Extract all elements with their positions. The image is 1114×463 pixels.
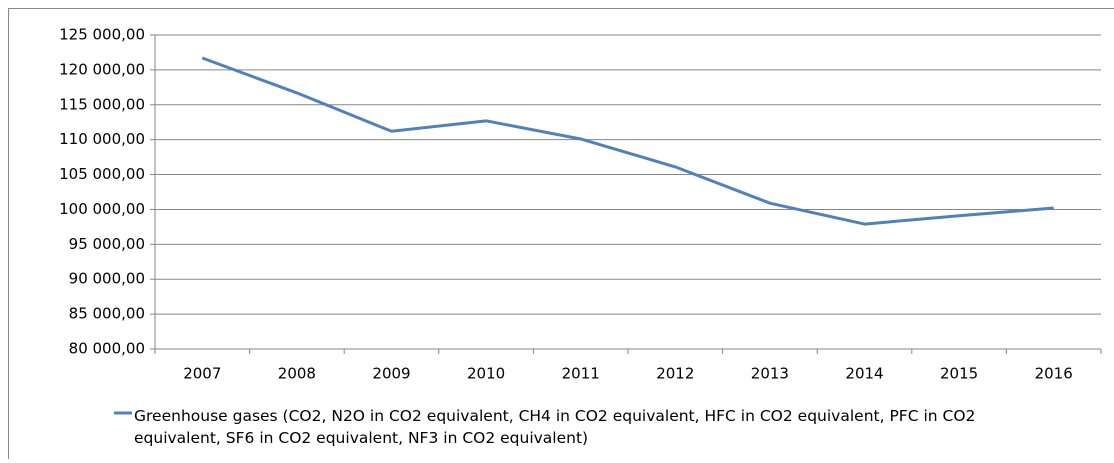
x-tick-label: 2009	[372, 365, 410, 383]
legend-label: Greenhouse gases (CO2, N2O in CO2 equiva…	[134, 405, 1064, 449]
y-tick-label: 125 000,00	[59, 26, 145, 44]
x-tick-label: 2011	[562, 365, 600, 383]
y-tick-label: 120 000,00	[59, 60, 145, 78]
y-tick-label: 95 000,00	[69, 235, 145, 253]
x-tick-label: 2008	[278, 365, 316, 383]
x-tick-label: 2007	[183, 365, 221, 383]
y-tick-label: 105 000,00	[59, 165, 145, 183]
y-tick-label: 80 000,00	[69, 340, 145, 358]
y-tick-label: 85 000,00	[69, 305, 145, 323]
y-tick-label: 110 000,00	[59, 130, 145, 148]
y-tick-label: 100 000,00	[59, 200, 145, 218]
y-tick-label: 115 000,00	[59, 95, 145, 113]
x-tick-label: 2010	[467, 365, 505, 383]
y-tick-label: 90 000,00	[69, 270, 145, 288]
x-tick-label: 2015	[940, 365, 978, 383]
chart-border	[9, 9, 1114, 460]
x-tick-label: 2012	[656, 365, 694, 383]
series-line	[202, 58, 1053, 224]
x-tick-label: 2016	[1035, 365, 1073, 383]
x-tick-label: 2014	[845, 365, 883, 383]
x-tick-label: 2013	[751, 365, 789, 383]
